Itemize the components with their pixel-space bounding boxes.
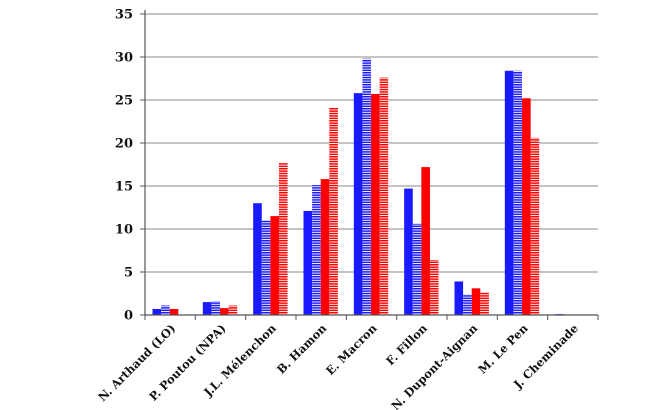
y-tick-label: 10 [115,223,133,238]
bar [463,294,472,315]
x-axis-ticks: N. Arthaud (LO)P. Poutou (NPA)J.L. Mélen… [95,315,599,410]
axes [144,10,598,316]
bar [404,188,413,315]
bar [320,179,330,315]
bar [353,93,363,316]
bar [480,292,489,315]
bar [303,210,313,315]
bar [169,308,179,315]
bar [513,70,523,315]
x-tick-label: M. Le Pen [475,321,531,377]
bar [522,98,531,315]
bar [362,58,372,315]
bar [530,137,540,315]
bar [253,203,262,315]
bars [152,58,573,316]
bar [329,107,338,316]
y-tick-label: 35 [115,8,133,23]
x-tick-label: B. Hamon [274,321,330,377]
bar [412,223,422,315]
bar [278,162,288,315]
y-tick-label: 20 [115,137,133,152]
x-tick-label: F. Fillon [383,321,430,368]
y-tick-label: 5 [124,266,133,281]
x-tick-label: N. Dupont-Aignan [389,321,481,410]
bar [429,259,439,315]
bar [504,70,514,315]
bar [371,93,380,315]
y-tick-label: 0 [124,309,133,324]
bar [312,185,321,315]
x-tick-label: E. Macron [323,321,380,378]
bar [161,305,170,315]
y-tick-label: 15 [115,180,133,195]
y-tick-label: 30 [115,51,133,66]
bar [379,77,389,315]
bar [228,305,238,315]
y-axis-ticks: 0 5 10 15 20 25 30 35 [115,8,145,324]
bar [421,167,430,315]
bar [152,308,162,315]
bar [261,220,271,315]
bar [220,308,229,315]
bar [211,301,221,315]
y-tick-label: 25 [115,94,133,109]
bar [454,281,464,315]
bar [202,302,212,315]
bar [471,288,481,315]
bar [270,216,279,315]
